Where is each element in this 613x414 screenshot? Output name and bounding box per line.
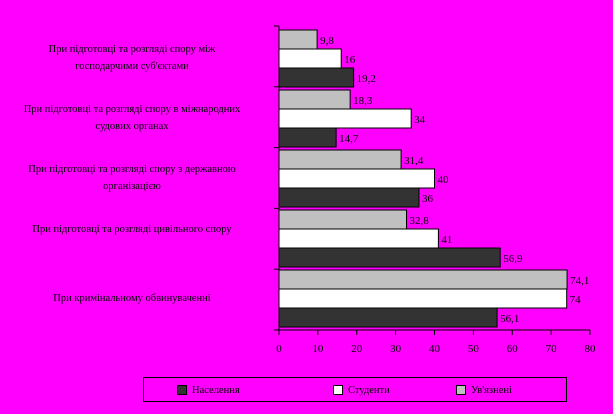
bar bbox=[278, 89, 351, 110]
category-label: При підготовці та розгляді спору між гос… bbox=[48, 44, 216, 72]
bar bbox=[278, 108, 412, 129]
bar-value-label: 31,4 bbox=[404, 155, 424, 167]
legend-label-prisoners: Ув'язнені bbox=[471, 384, 512, 396]
x-tick-label: 60 bbox=[507, 343, 519, 355]
bar-value-label: 32,8 bbox=[410, 215, 430, 227]
x-tick-label: 30 bbox=[390, 343, 402, 355]
legend-item-students: Студенти bbox=[333, 384, 390, 396]
bar bbox=[278, 48, 342, 69]
bar bbox=[278, 209, 408, 230]
x-tick-label: 80 bbox=[585, 343, 597, 355]
legend: Населення Студенти Ув'язнені bbox=[143, 377, 567, 402]
x-tick-label: 50 bbox=[468, 343, 480, 355]
bar-value-label: 56,9 bbox=[503, 253, 523, 265]
x-tick-label: 0 bbox=[276, 343, 282, 355]
bar-value-label: 16 bbox=[344, 54, 356, 66]
bar bbox=[278, 269, 568, 290]
bar-value-label: 41 bbox=[441, 234, 452, 246]
x-tick-label: 70 bbox=[546, 343, 558, 355]
legend-item-prisoners: Ув'язнені bbox=[456, 384, 512, 396]
x-tick-label: 10 bbox=[312, 343, 324, 355]
bar-value-label: 19,2 bbox=[357, 73, 376, 85]
bar bbox=[278, 247, 501, 268]
category-label: При підготовці та розгляді спору з держа… bbox=[28, 164, 236, 192]
bar bbox=[278, 187, 420, 208]
bar-value-label: 9,8 bbox=[320, 35, 334, 47]
legend-swatch-prisoners bbox=[456, 385, 466, 395]
legend-swatch-population bbox=[177, 385, 187, 395]
category-label: При підготовці та розгляді спору в міжна… bbox=[23, 104, 241, 132]
bar bbox=[278, 149, 402, 170]
bar bbox=[278, 127, 337, 148]
x-tick-label: 20 bbox=[351, 343, 363, 355]
bar bbox=[278, 228, 439, 249]
category-label: При кримінальному обвинуваченні bbox=[53, 293, 211, 304]
bar bbox=[278, 67, 355, 88]
bar bbox=[278, 168, 435, 189]
bar-value-label: 34 bbox=[414, 114, 426, 126]
bar-value-label: 18,3 bbox=[353, 95, 373, 107]
bar bbox=[278, 288, 568, 309]
legend-item-population: Населення bbox=[177, 384, 240, 396]
category-label: При підготовці та розгляді цивільного сп… bbox=[32, 224, 232, 235]
bar-value-label: 74,1 bbox=[570, 275, 589, 287]
bar-value-label: 74 bbox=[570, 294, 582, 306]
bar bbox=[278, 29, 318, 50]
legend-label-students: Студенти bbox=[348, 384, 390, 396]
legend-label-population: Населення bbox=[192, 384, 240, 396]
x-tick-label: 40 bbox=[429, 343, 441, 355]
bar-value-label: 14,7 bbox=[339, 133, 359, 145]
bar bbox=[278, 307, 498, 328]
bar-value-label: 36 bbox=[422, 193, 434, 205]
bar-value-label: 40 bbox=[438, 174, 450, 186]
legend-swatch-students bbox=[333, 385, 343, 395]
bar-value-label: 56,1 bbox=[500, 313, 519, 325]
